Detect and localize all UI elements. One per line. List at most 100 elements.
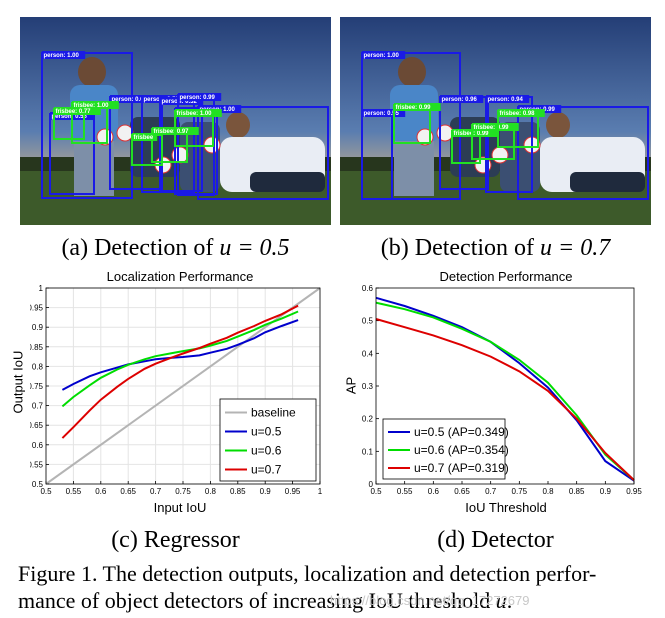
- person-body: [130, 117, 180, 177]
- y-tick-label: 0.1: [362, 447, 374, 456]
- y-tick-label: 0: [369, 480, 374, 489]
- detection-photo-b-canvas: person: 1.00 person: 0.55 person: 0.96 pers…: [340, 17, 651, 225]
- x-tick-label: 1: [318, 487, 323, 496]
- y-tick-label: 1: [39, 284, 44, 293]
- figure-caption-line2: mance of object detectors of increasing …: [18, 587, 658, 614]
- legend-label: u=0.6 (AP=0.354): [414, 443, 509, 457]
- detection-label: frisbee: [134, 135, 154, 141]
- x-tick-label: 0.5: [370, 487, 382, 496]
- detection-label-bg: [362, 51, 406, 59]
- figure-caption-line2-prefix: mance of object detectors of increasing …: [18, 588, 496, 613]
- y-tick-label: 0.8: [32, 362, 44, 371]
- series-line-3: [61, 304, 299, 439]
- caption-b: (b) Detection of u = 0.7: [340, 235, 651, 262]
- y-tick-label: 0.6: [362, 284, 374, 293]
- watermark: https://blog.csdn.net/qq_17272679: [330, 593, 530, 608]
- series-line-2: [61, 310, 299, 408]
- y-tick-label: 0.3: [362, 382, 374, 391]
- caption-b-math: u = 0.7: [540, 235, 611, 261]
- figure-caption-line2-suffix: .: [506, 588, 513, 613]
- x-tick-label: 0.55: [66, 487, 82, 496]
- detection-label-bg: [472, 123, 519, 131]
- y-tick-label: 0.4: [362, 349, 374, 358]
- x-tick-label: 0.85: [569, 487, 585, 496]
- x-tick-label: 0.8: [542, 487, 554, 496]
- x-tick-label: 0.8: [205, 487, 217, 496]
- detection-label: person: 0.94: [488, 97, 524, 103]
- legend-label: u=0.7 (AP=0.319): [414, 461, 509, 475]
- figure-caption: Figure 1. The detection outputs, localiz…: [18, 560, 658, 614]
- figure-caption-math: u: [495, 588, 507, 613]
- detection-label-bg: [42, 51, 86, 59]
- detection-label-bg: [54, 107, 101, 115]
- detection-label-bg: [362, 109, 406, 117]
- detection-label: frisbee: 0.97: [154, 129, 190, 135]
- y-tick-label: 0.7: [32, 402, 44, 411]
- y-tick-label: 0.5: [32, 480, 44, 489]
- legend-label: u=0.6: [251, 444, 282, 458]
- detection-label: person: 0.52: [162, 99, 198, 105]
- caption-a-math: u = 0.5: [219, 235, 290, 261]
- y-tick-label: 0.5: [362, 317, 374, 326]
- x-tick-label: 0.6: [95, 487, 107, 496]
- legend-label: u=0.7: [251, 463, 282, 477]
- person-legs: [250, 172, 325, 192]
- detection-label: frisbee: 1.00: [177, 111, 213, 117]
- x-tick-label: 0.95: [626, 487, 642, 496]
- plot-frame: [375, 287, 635, 485]
- x-tick-label: 0.9: [600, 487, 612, 496]
- detection-label: frisbee: 0.77: [56, 109, 92, 115]
- detection-photo-b: person: 1.00 person: 0.55 person: 0.96 pers…: [340, 17, 651, 225]
- detection-box: [517, 106, 649, 200]
- chart-c-title: Localization Performance: [106, 269, 254, 284]
- person-head: [546, 112, 570, 138]
- x-tick-label: 0.55: [397, 487, 413, 496]
- detection-label-bg: [486, 95, 530, 103]
- chart-d-title: Detection Performance: [439, 269, 573, 284]
- x-tick-label: 0.85: [230, 487, 246, 496]
- legend-label: baseline: [251, 406, 296, 420]
- x-tick-label: 0.95: [285, 487, 301, 496]
- caption-a: (a) Detection of u = 0.5: [20, 235, 331, 262]
- x-tick-label: 0.65: [454, 487, 470, 496]
- person-head: [78, 57, 106, 87]
- detection-label-bg: [175, 109, 222, 117]
- detection-label: frisbee: 0.98: [500, 111, 536, 117]
- person-head: [226, 112, 250, 138]
- y-tick-label: 0.95: [30, 304, 44, 313]
- plot-frame: [45, 287, 321, 485]
- detection-label-bg: [394, 103, 441, 111]
- series-line-2: [375, 318, 635, 481]
- detection-photo-a: person: 1.00 person: 0.56 person: 0.64 pers…: [20, 17, 331, 225]
- detection-label-bg: [178, 93, 222, 101]
- y-tick-label: 0.9: [32, 323, 44, 332]
- person-head: [398, 57, 426, 87]
- detection-label: person: 0.55: [364, 111, 400, 117]
- caption-a-prefix: (a) Detection of: [61, 235, 220, 261]
- chart-c-xlabel: Input IoU: [153, 500, 207, 515]
- x-tick-label: 0.6: [428, 487, 440, 496]
- detection-label: frisbee: 0.99: [396, 105, 432, 111]
- detection-box: [197, 106, 329, 200]
- chart-c: 0.5 0.55 0.6 0.65 0.7 0.75 0.8 0.85 0.9 0.95 1 0.5 0…: [30, 284, 323, 496]
- series-line-0: [375, 296, 635, 482]
- x-tick-label: 0.75: [512, 487, 528, 496]
- person-legs: [570, 172, 645, 192]
- y-tick-label: 0.65: [30, 421, 44, 430]
- y-tick-label: 0.6: [32, 441, 44, 450]
- legend-label: u=0.5: [251, 425, 282, 439]
- detection-box: [41, 52, 133, 199]
- chart-d-xlabel: IoU Threshold: [465, 500, 547, 515]
- x-tick-label: 0.75: [175, 487, 191, 496]
- y-tick-label: 0.75: [30, 382, 44, 391]
- detection-label: frisbee: 1.00: [74, 103, 110, 109]
- x-tick-label: 0.7: [485, 487, 497, 496]
- series-line-1: [61, 319, 299, 391]
- detection-label-bg: [72, 101, 119, 109]
- figure-caption-line1: Figure 1. The detection outputs, localiz…: [18, 561, 597, 586]
- x-tick-label: 0.7: [150, 487, 162, 496]
- legend-label: u=0.5 (AP=0.349): [414, 425, 509, 439]
- frisbee-disc: [491, 146, 509, 164]
- frisbee-disc: [116, 124, 134, 142]
- person-legs: [394, 141, 434, 196]
